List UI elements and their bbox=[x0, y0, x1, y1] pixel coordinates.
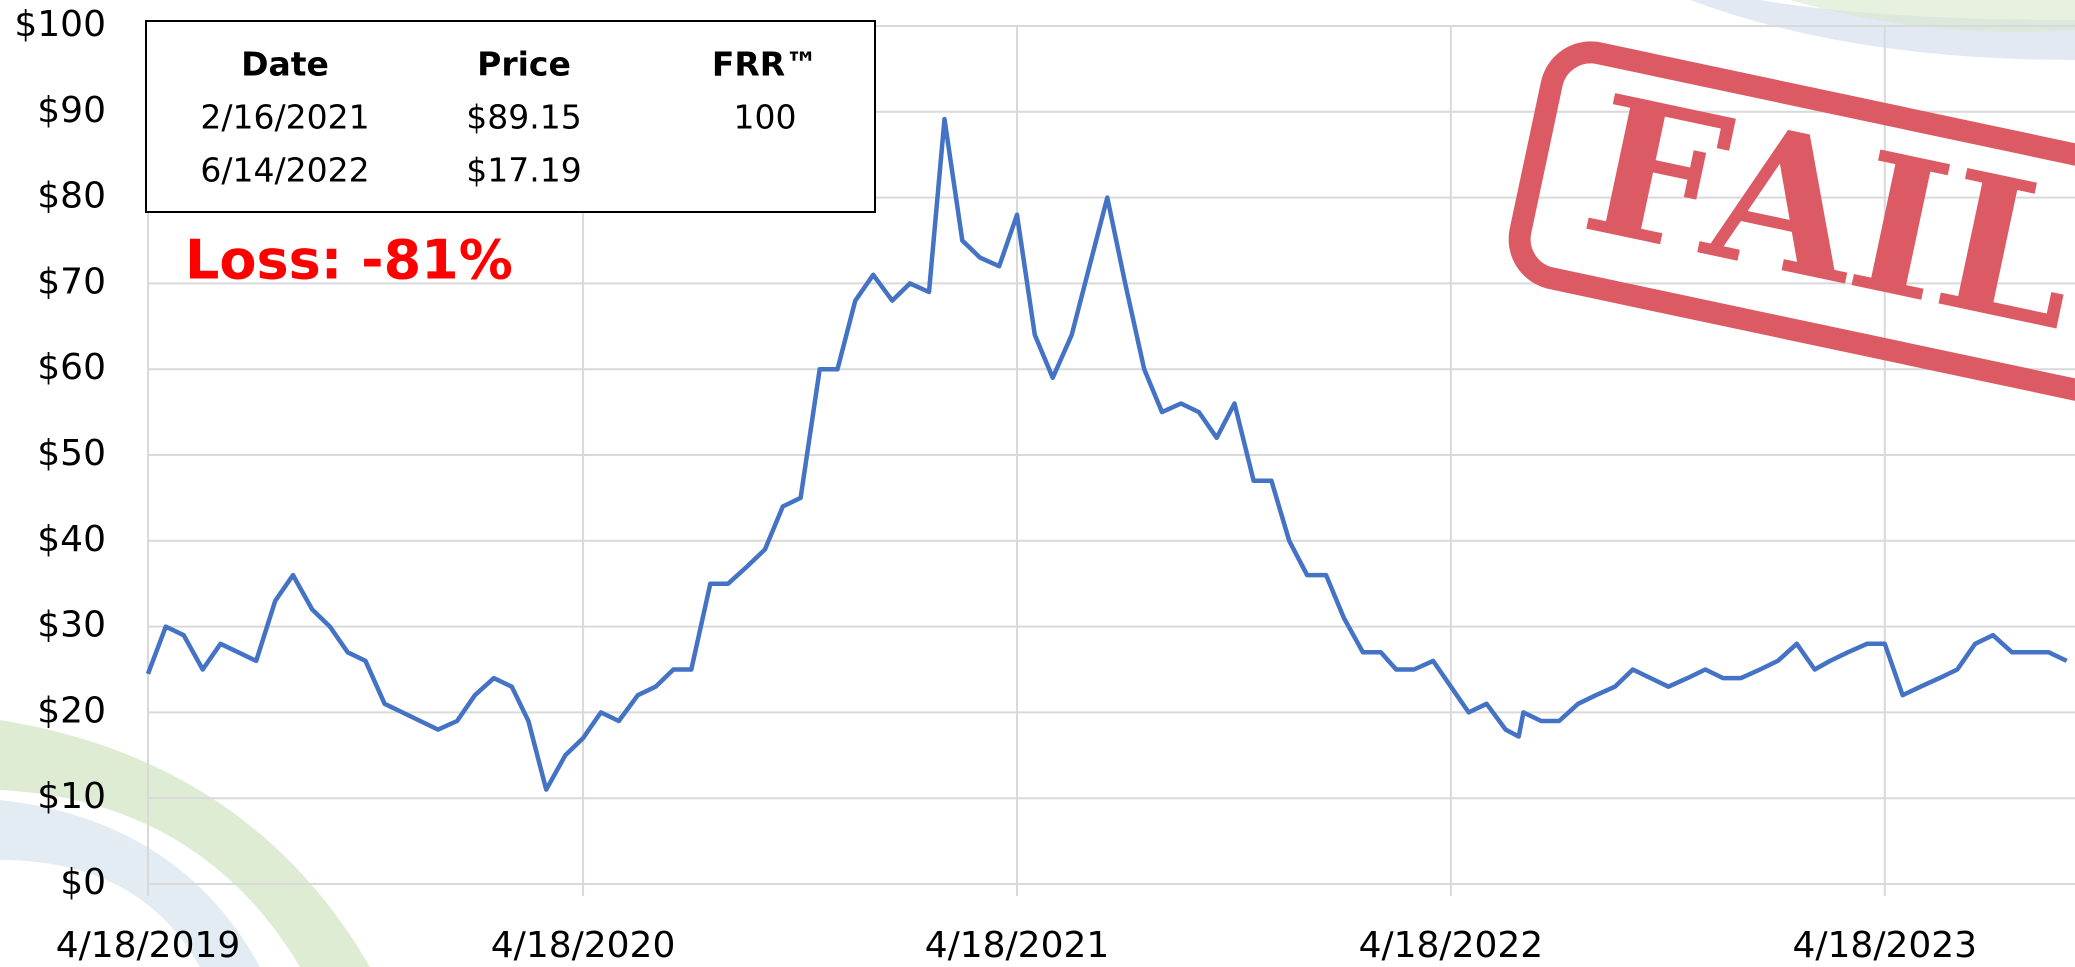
x-tick-label: 4/18/2020 bbox=[491, 925, 676, 966]
y-tick-label: $40 bbox=[37, 519, 106, 560]
table-header: Date bbox=[241, 45, 329, 84]
table-cell: 6/14/2022 bbox=[200, 151, 369, 190]
annotation: Loss: -81% bbox=[185, 229, 513, 292]
table-box bbox=[145, 20, 876, 213]
x-tick-label: 4/18/2019 bbox=[56, 925, 241, 966]
x-tick-label: 4/18/2022 bbox=[1359, 925, 1544, 966]
fail-stamp: FAIL bbox=[1508, 41, 2075, 407]
y-tick-label: $10 bbox=[37, 776, 106, 817]
price-line bbox=[145, 116, 2068, 792]
swoosh bbox=[1690, 0, 2075, 60]
table-cell: $89.15 bbox=[466, 98, 581, 137]
table-header: Price bbox=[477, 45, 571, 84]
y-tick-label: $100 bbox=[14, 4, 106, 45]
table-header: FRR™ bbox=[712, 45, 818, 84]
y-tick-label: $20 bbox=[37, 690, 106, 731]
y-tick-label: $70 bbox=[37, 261, 106, 302]
table-cell: 100 bbox=[734, 98, 797, 137]
swoosh bbox=[0, 800, 260, 967]
y-tick-label: $50 bbox=[37, 433, 106, 474]
x-tick-label: 4/18/2023 bbox=[1792, 925, 1977, 966]
y-tick-label: $60 bbox=[37, 347, 106, 388]
y-tick-label: $80 bbox=[37, 176, 106, 217]
table: Date Price FRR™ 2/16/2021 $89.15 100 6/14/2022… bbox=[200, 45, 818, 190]
table-cell: $17.19 bbox=[466, 151, 581, 190]
y-tick-label: $90 bbox=[37, 90, 106, 131]
swoosh bbox=[0, 720, 370, 967]
stamp-border bbox=[1508, 41, 2075, 407]
x-tick-label: 4/18/2021 bbox=[925, 925, 1110, 966]
swoosh bbox=[1790, 0, 2075, 32]
plot bbox=[145, 116, 2068, 792]
y-tick-label: $0 bbox=[60, 862, 106, 903]
y-tick-label: $30 bbox=[37, 605, 106, 646]
table-cell: 2/16/2021 bbox=[200, 98, 369, 137]
